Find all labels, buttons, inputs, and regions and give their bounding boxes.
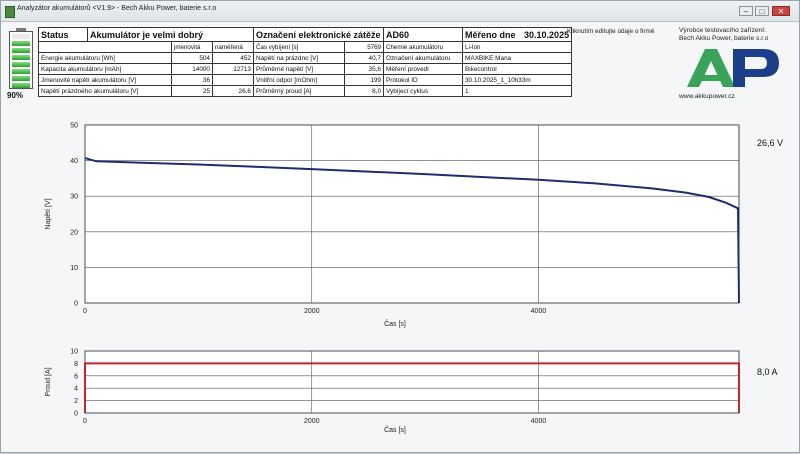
x-tick-label: 4000 bbox=[531, 418, 547, 425]
y-tick-label: 2 bbox=[74, 398, 78, 405]
y-tick-label: 4 bbox=[74, 386, 78, 393]
y-tick-label: 50 bbox=[70, 123, 78, 130]
y-axis-label: Napětí [V] bbox=[45, 198, 52, 229]
y-tick-label: 8 bbox=[74, 361, 78, 368]
end-value-label: 26,6 V bbox=[757, 138, 783, 148]
y-tick-label: 30 bbox=[70, 194, 78, 201]
x-tick-label: 2000 bbox=[304, 308, 320, 315]
plot-area bbox=[85, 125, 739, 303]
y-tick-label: 10 bbox=[70, 265, 78, 272]
x-tick-label: 2000 bbox=[304, 418, 320, 425]
y-tick-label: 0 bbox=[74, 301, 78, 308]
y-axis-label: Proud [A] bbox=[45, 367, 52, 396]
y-tick-label: 0 bbox=[74, 411, 78, 418]
y-tick-label: 20 bbox=[70, 229, 78, 236]
x-tick-label: 4000 bbox=[531, 308, 547, 315]
y-tick-label: 10 bbox=[70, 349, 78, 356]
x-axis-label: Čas [s] bbox=[384, 319, 406, 328]
end-value-label: 8,0 A bbox=[757, 367, 778, 377]
y-tick-label: 6 bbox=[74, 373, 78, 380]
x-axis-label: Čas [s] bbox=[384, 425, 406, 434]
x-tick-label: 0 bbox=[83, 308, 87, 315]
x-tick-label: 0 bbox=[83, 418, 87, 425]
y-tick-label: 40 bbox=[70, 158, 78, 165]
plot-area bbox=[85, 351, 739, 413]
